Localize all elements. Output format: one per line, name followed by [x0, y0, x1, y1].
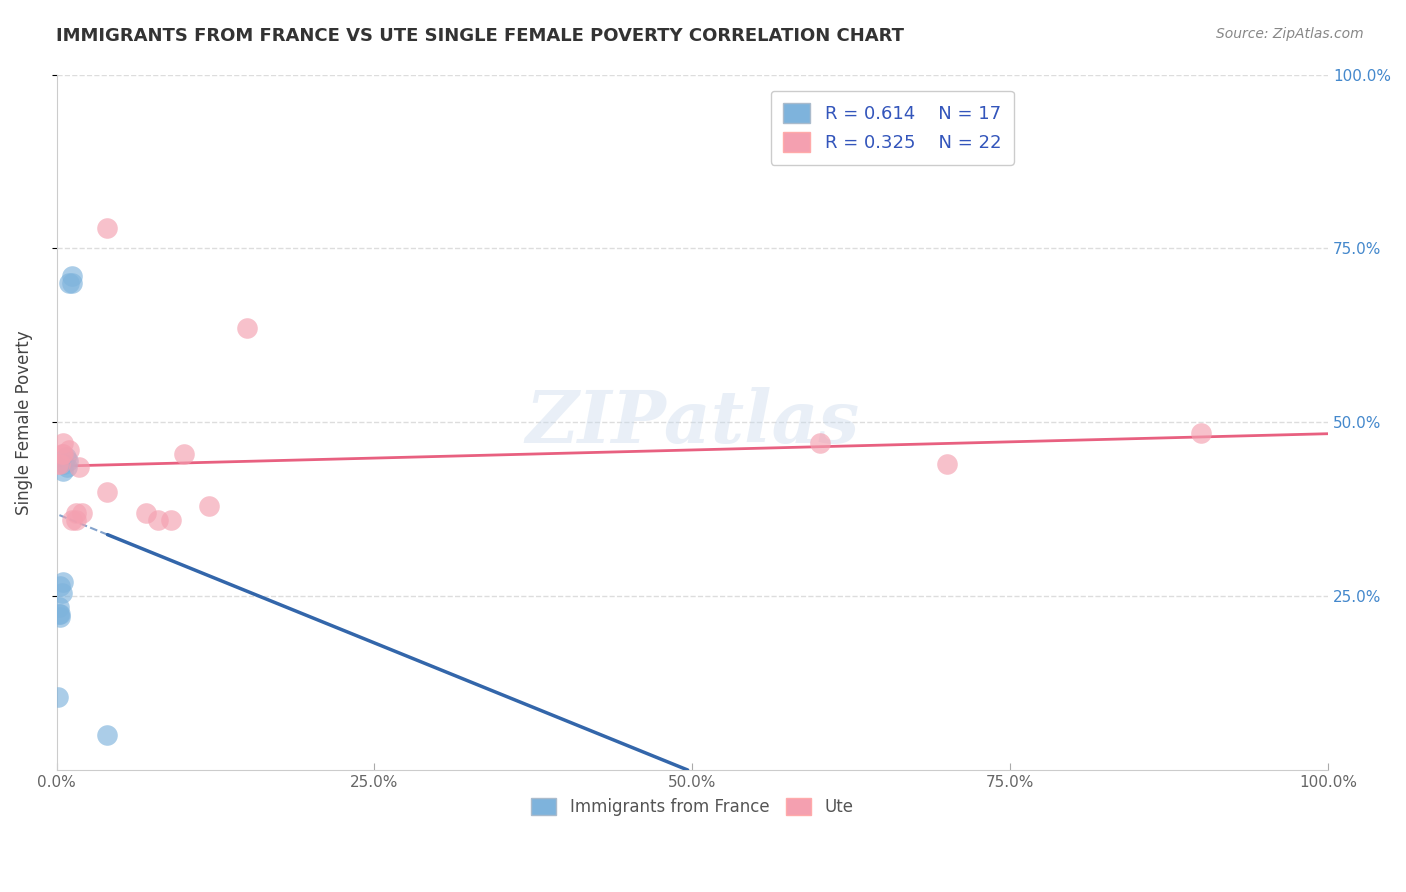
Point	[46, 457, 69, 471]
Point	[49, 607, 72, 621]
Point	[935, 457, 957, 471]
Point	[1189, 425, 1212, 440]
Point	[808, 436, 831, 450]
Point	[70, 506, 93, 520]
Point	[135, 506, 157, 520]
Legend: Immigrants from France, Ute: Immigrants from France, Ute	[523, 789, 862, 824]
Y-axis label: Single Female Poverty: Single Female Poverty	[15, 330, 32, 515]
Point	[51, 446, 73, 460]
Point	[60, 513, 83, 527]
Point	[49, 457, 72, 471]
Point	[46, 690, 69, 704]
Point	[48, 599, 70, 614]
Point	[236, 321, 259, 335]
Point	[55, 460, 77, 475]
Point	[58, 443, 80, 458]
Text: ZIPatlas: ZIPatlas	[526, 387, 859, 458]
Point	[58, 276, 80, 290]
Point	[52, 575, 75, 590]
Point	[198, 499, 221, 513]
Point	[52, 464, 75, 478]
Point	[56, 453, 79, 467]
Point	[60, 276, 83, 290]
Point	[173, 446, 195, 460]
Point	[96, 220, 118, 235]
Point	[96, 728, 118, 742]
Point	[60, 269, 83, 284]
Point	[65, 513, 87, 527]
Point	[148, 513, 170, 527]
Point	[52, 446, 75, 460]
Point	[69, 460, 91, 475]
Point	[160, 513, 183, 527]
Point	[65, 506, 87, 520]
Point	[51, 585, 73, 599]
Text: IMMIGRANTS FROM FRANCE VS UTE SINGLE FEMALE POVERTY CORRELATION CHART: IMMIGRANTS FROM FRANCE VS UTE SINGLE FEM…	[56, 27, 904, 45]
Point	[48, 607, 70, 621]
Point	[96, 484, 118, 499]
Text: Source: ZipAtlas.com: Source: ZipAtlas.com	[1216, 27, 1364, 41]
Point	[53, 457, 76, 471]
Point	[52, 436, 75, 450]
Point	[49, 579, 72, 593]
Point	[55, 450, 77, 464]
Point	[49, 610, 72, 624]
